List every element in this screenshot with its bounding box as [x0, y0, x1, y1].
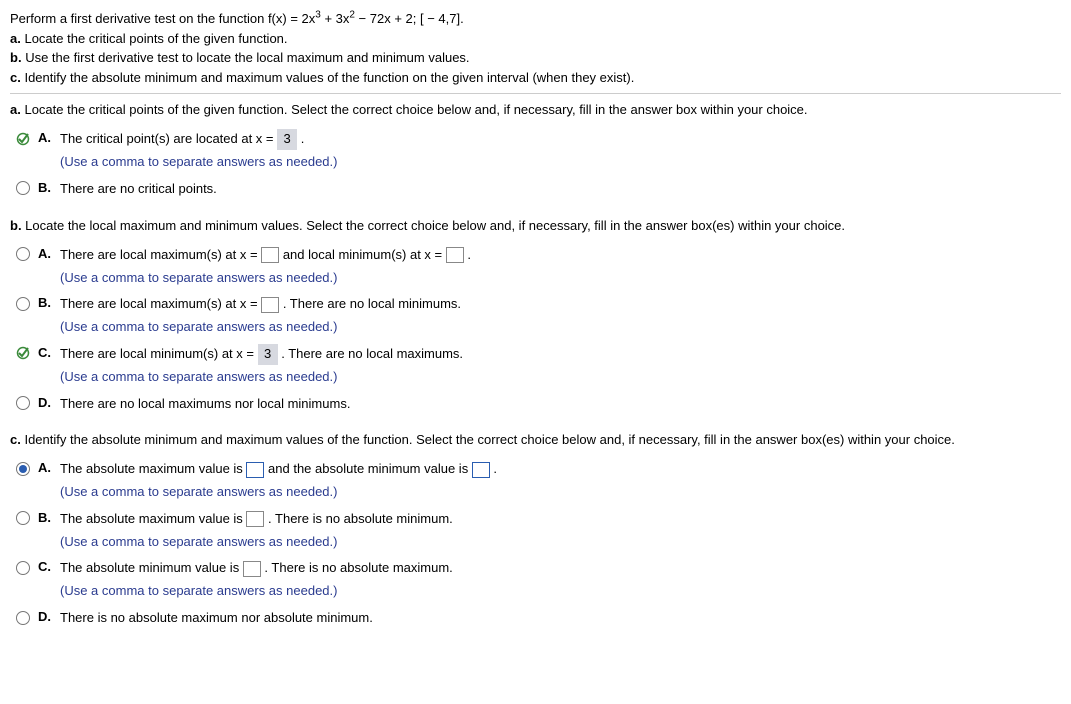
choice-text: There are no critical points.: [60, 179, 1061, 200]
choice-letter: C.: [38, 558, 60, 574]
choice-text: There are no local maximums nor local mi…: [60, 394, 1061, 415]
choice-letter: D.: [38, 394, 60, 410]
choice-c-C[interactable]: C. The absolute minimum value is . There…: [16, 558, 1061, 602]
answer-input[interactable]: [246, 462, 264, 478]
choice-b-D[interactable]: D. There are no local maximums nor local…: [16, 394, 1061, 415]
choice-text: There are local maximum(s) at x = and lo…: [60, 247, 471, 262]
choice-text: The absolute maximum value is . There is…: [60, 511, 453, 526]
answer-hint: (Use a comma to separate answers as need…: [60, 268, 1061, 289]
answer-hint: (Use a comma to separate answers as need…: [60, 581, 1061, 602]
answer-input[interactable]: 3: [258, 344, 278, 365]
choice-letter: A.: [38, 245, 60, 261]
question-header: Perform a first derivative test on the f…: [10, 8, 1061, 87]
part-b-prompt: b. Locate the local maximum and minimum …: [10, 218, 1061, 233]
answer-input[interactable]: [261, 297, 279, 313]
answer-hint: (Use a comma to separate answers as need…: [60, 532, 1061, 553]
radio-icon[interactable]: [16, 181, 30, 195]
answer-input[interactable]: [472, 462, 490, 478]
part-b-choices: A. There are local maximum(s) at x = and…: [16, 245, 1061, 415]
choice-letter: B.: [38, 509, 60, 525]
radio-check-icon[interactable]: [16, 346, 30, 360]
choice-text: There are local maximum(s) at x = . Ther…: [60, 296, 461, 311]
choice-c-B[interactable]: B. The absolute maximum value is . There…: [16, 509, 1061, 553]
choice-letter: B.: [38, 294, 60, 310]
radio-check-icon[interactable]: [16, 132, 30, 146]
choice-text: There are local minimum(s) at x = 3 . Th…: [60, 346, 463, 361]
subpart-a: Locate the critical points of the given …: [24, 31, 287, 46]
subpart-c: Identify the absolute minimum and maximu…: [24, 70, 634, 85]
radio-icon[interactable]: [16, 561, 30, 575]
radio-icon[interactable]: [16, 511, 30, 525]
radio-icon[interactable]: [16, 462, 30, 476]
answer-input[interactable]: [446, 247, 464, 263]
choice-text: The absolute maximum value is and the ab…: [60, 461, 497, 476]
divider: [10, 93, 1061, 94]
radio-icon[interactable]: [16, 396, 30, 410]
choice-letter: B.: [38, 179, 60, 195]
radio-icon[interactable]: [16, 611, 30, 625]
choice-a-A[interactable]: A. The critical point(s) are located at …: [16, 129, 1061, 173]
choice-text: The absolute minimum value is . There is…: [60, 560, 453, 575]
choice-b-C[interactable]: C. There are local minimum(s) at x = 3 .…: [16, 344, 1061, 388]
answer-hint: (Use a comma to separate answers as need…: [60, 152, 1061, 173]
choice-letter: C.: [38, 344, 60, 360]
answer-input[interactable]: 3: [277, 129, 297, 150]
choice-b-A[interactable]: A. There are local maximum(s) at x = and…: [16, 245, 1061, 289]
choice-text: There is no absolute maximum nor absolut…: [60, 608, 1061, 629]
part-c-choices: A. The absolute maximum value is and the…: [16, 459, 1061, 629]
part-c-prompt: c. Identify the absolute minimum and max…: [10, 432, 1061, 447]
answer-input[interactable]: [246, 511, 264, 527]
radio-icon[interactable]: [16, 247, 30, 261]
subpart-b: Use the first derivative test to locate …: [25, 50, 469, 65]
choice-letter: A.: [38, 129, 60, 145]
choice-letter: A.: [38, 459, 60, 475]
answer-hint: (Use a comma to separate answers as need…: [60, 367, 1061, 388]
question-stem: Perform a first derivative test on the f…: [10, 11, 464, 26]
choice-b-B[interactable]: B. There are local maximum(s) at x = . T…: [16, 294, 1061, 338]
answer-input[interactable]: [243, 561, 261, 577]
answer-input[interactable]: [261, 247, 279, 263]
answer-hint: (Use a comma to separate answers as need…: [60, 317, 1061, 338]
part-a-choices: A. The critical point(s) are located at …: [16, 129, 1061, 199]
choice-c-A[interactable]: A. The absolute maximum value is and the…: [16, 459, 1061, 503]
choice-a-B[interactable]: B. There are no critical points.: [16, 179, 1061, 200]
choice-c-D[interactable]: D. There is no absolute maximum nor abso…: [16, 608, 1061, 629]
part-a-prompt: a. a. Locate the critical points of the …: [10, 102, 1061, 117]
choice-text: The critical point(s) are located at x =…: [60, 131, 304, 146]
radio-icon[interactable]: [16, 297, 30, 311]
choice-letter: D.: [38, 608, 60, 624]
answer-hint: (Use a comma to separate answers as need…: [60, 482, 1061, 503]
